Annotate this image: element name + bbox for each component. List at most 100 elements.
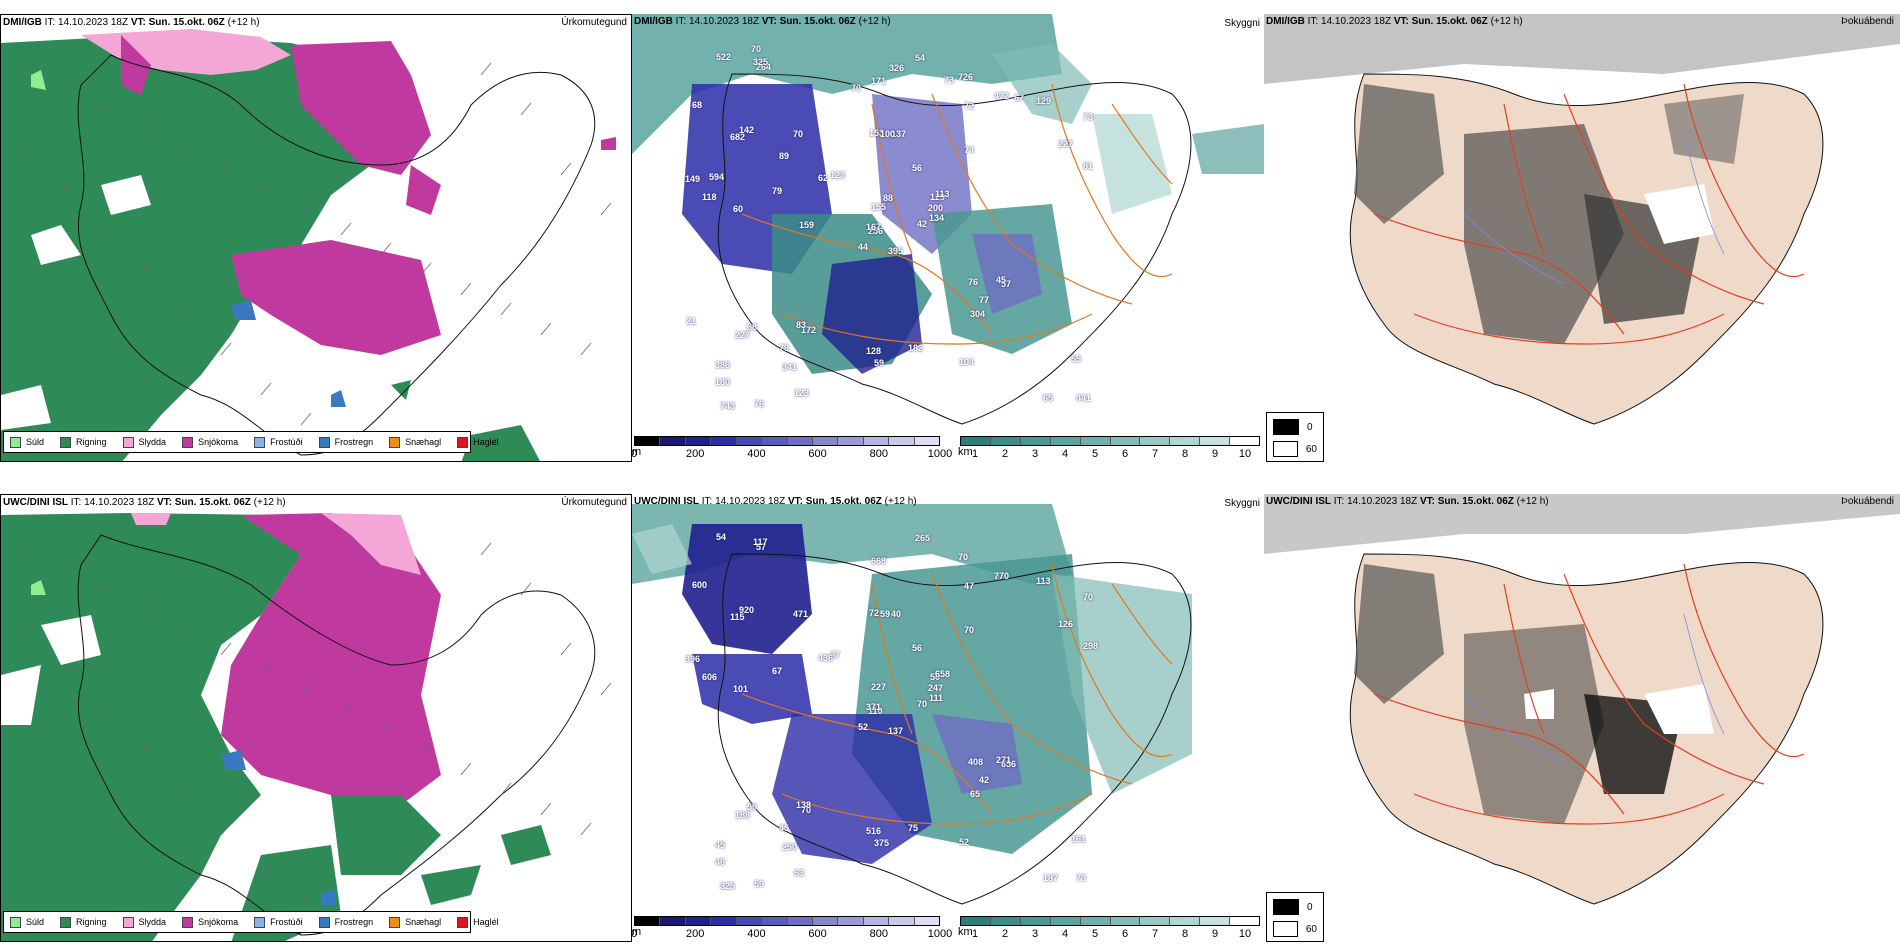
colorbar-cells <box>960 916 1260 926</box>
height-label: 40 <box>891 609 902 619</box>
height-label: 56 <box>912 643 923 653</box>
lead-time: (+12 h) <box>884 496 917 507</box>
panel-type-label: Þokuábendi <box>1841 16 1894 27</box>
height-label: 59 <box>754 879 765 889</box>
height-label: 658 <box>935 669 951 679</box>
valid-time: Sun. 15.okt. 06Z <box>1437 496 1514 507</box>
height-label: 57 <box>756 542 767 552</box>
height-label: 472 <box>994 91 1010 101</box>
colorbar-cell <box>863 917 890 925</box>
legend-label: Haglél <box>473 437 499 447</box>
height-label: 522 <box>716 52 732 62</box>
colorbar-tick-label: 2 <box>1001 928 1009 940</box>
legend-swatch <box>318 916 330 928</box>
lead-time: (+12 h) <box>858 16 891 27</box>
height-label: 52 <box>959 837 970 847</box>
colorbar-cell <box>838 917 864 925</box>
lead-time: (+12 h) <box>1516 496 1549 507</box>
visibility-map-dmi <box>632 14 1264 462</box>
height-label: 600 <box>692 580 708 590</box>
model-name: UWC/DINI ISL <box>3 497 68 508</box>
visibility-map-uwc <box>632 494 1264 942</box>
colorbar-cell <box>1170 437 1201 445</box>
height-label: 304 <box>970 309 986 319</box>
colorbar-cell <box>1050 437 1081 445</box>
height-label: 200 <box>928 203 944 213</box>
height-label: 129 <box>1036 96 1052 106</box>
legend-swatch <box>10 436 21 448</box>
colorbar-tick-label: 8 <box>1181 928 1189 940</box>
valid-time-label: VT: <box>130 17 146 28</box>
height-label: 682 <box>730 132 746 142</box>
valid-time: Sun. 15.okt. 06Z <box>148 17 225 28</box>
colorbar-tick-label: 3 <box>1031 448 1039 460</box>
height-colorbar: 0 200 400 600 800 1000 m <box>632 916 952 940</box>
height-label: 59 <box>874 358 885 368</box>
colorbar-tick-label: 800 <box>869 928 888 940</box>
legend-label: Frostregn <box>334 437 374 447</box>
colorbar-cell <box>660 437 686 445</box>
legend-swatch <box>122 916 134 928</box>
height-label: 110 <box>868 706 883 716</box>
fog-legend-item: 60 <box>1273 441 1317 457</box>
height-label: 65 <box>1043 393 1054 403</box>
colorbar-cells <box>960 436 1260 446</box>
model-name: DMI/IGB <box>3 17 42 28</box>
height-label: 88 <box>883 193 894 203</box>
colorbar-ticks: 1 2 3 4 5 6 7 8 9 10 <box>960 446 1260 460</box>
colorbar-cell <box>914 437 940 445</box>
height-label: 55 <box>1071 354 1082 364</box>
precip-type-map-dmi <box>1 15 631 461</box>
height-label: 182 <box>908 343 924 353</box>
height-label: 54 <box>915 53 926 63</box>
colorbar-tick-label: 8 <box>1181 448 1189 460</box>
height-label: 70 <box>917 699 928 709</box>
colorbar-tick-label: 600 <box>808 928 827 940</box>
init-time: IT: 14.10.2023 18Z <box>44 17 129 28</box>
height-label: 77 <box>979 295 990 305</box>
height-label: 227 <box>871 682 887 692</box>
colorbar-tick-label: 2 <box>1001 448 1009 460</box>
colorbar-unit: m <box>632 926 642 938</box>
height-label: 129 <box>930 192 946 202</box>
legend-label: Snjókoma <box>198 917 239 927</box>
valid-time-label: VT: <box>1419 496 1435 507</box>
colorbar-cell <box>711 917 737 925</box>
height-label: 113 <box>935 189 950 199</box>
height-label: 298 <box>1083 641 1099 651</box>
legend-swatch <box>60 916 72 928</box>
legend-item: Súld <box>10 436 44 448</box>
legend-label: Súld <box>26 917 45 927</box>
height-label: 341 <box>782 362 798 372</box>
legend-label: Slydda <box>138 437 167 447</box>
colorbar-cell <box>961 917 991 925</box>
colorbar-tick-label: 600 <box>808 448 827 460</box>
legend-swatch <box>60 436 72 448</box>
height-label: 42 <box>979 775 990 785</box>
colorbar-unit: km <box>958 446 973 458</box>
fog-map-dmi <box>1264 14 1900 462</box>
colorbar-tick-label: 3 <box>1031 928 1039 940</box>
fog-legend-item: 0 <box>1273 419 1317 435</box>
colorbar-cell <box>685 437 712 445</box>
colorbar-cell <box>635 917 661 925</box>
fog-map-uwc <box>1264 494 1900 942</box>
height-label: 153 <box>869 128 885 138</box>
lead-time: (+12 h) <box>253 497 286 508</box>
height-label: 371 <box>866 702 882 712</box>
height-label: 594 <box>709 172 725 182</box>
height-label: 54 <box>716 532 727 542</box>
height-label: 726 <box>958 72 974 82</box>
legend-label: Slydda <box>138 917 167 927</box>
legend-item: Slydda <box>122 436 167 448</box>
height-label: 137 <box>891 129 907 139</box>
colorbar-cell <box>762 917 788 925</box>
colorbar-tick-label: 800 <box>869 448 888 460</box>
legend-item: Slydda <box>122 916 167 928</box>
height-label: 265 <box>915 533 931 543</box>
colorbar-cell <box>1110 437 1141 445</box>
legend-item: Haglél <box>457 436 499 448</box>
model-name: UWC/DINI ISL <box>634 496 699 507</box>
height-label: 46 <box>715 857 726 867</box>
legend-label: Frostúði <box>270 917 303 927</box>
